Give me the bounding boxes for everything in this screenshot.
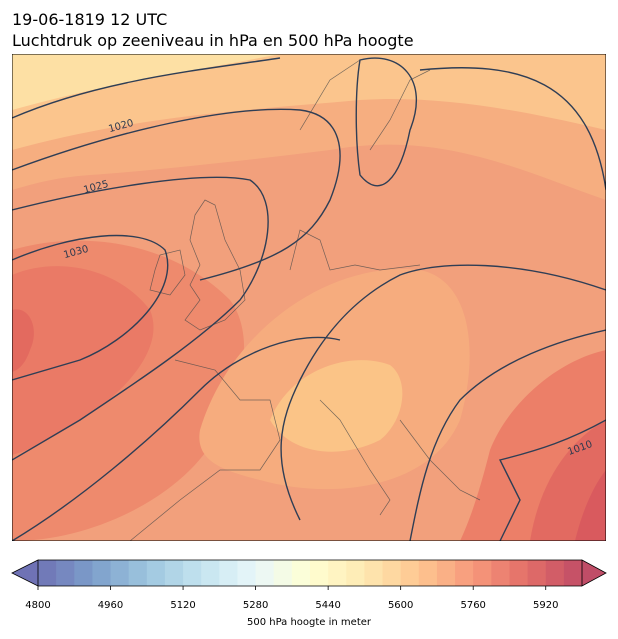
colorbar-segment bbox=[527, 560, 547, 586]
colorbar-segment bbox=[328, 560, 347, 586]
colorbar-segment bbox=[436, 560, 456, 586]
colorbar-segment bbox=[92, 560, 112, 586]
colorbar-segment bbox=[400, 560, 420, 586]
colorbar-segment bbox=[545, 560, 565, 586]
colorbar-arrow bbox=[581, 559, 607, 587]
colorbar-segment bbox=[237, 560, 257, 586]
colorbar-segment bbox=[38, 560, 57, 586]
colorbar-tick-label: 5120 bbox=[170, 600, 195, 611]
colorbar-segment bbox=[563, 560, 583, 586]
colorbar-segment bbox=[110, 560, 130, 586]
colorbar-segment bbox=[291, 560, 311, 586]
colorbar-tick-label: 5760 bbox=[460, 600, 485, 611]
colorbar-segment bbox=[364, 560, 384, 586]
colorbar-segment bbox=[56, 560, 75, 586]
colorbar-segment bbox=[128, 560, 148, 586]
colorbar-tick-label: 5280 bbox=[243, 600, 268, 611]
colorbar-tick-label: 4960 bbox=[98, 600, 123, 611]
colorbar-tick-label: 5920 bbox=[533, 600, 558, 611]
colorbar-segment bbox=[183, 560, 202, 586]
colorbar-tick-label: 4800 bbox=[25, 600, 50, 611]
title: 19-06-1819 12 UTC bbox=[12, 10, 167, 29]
colorbar-label: 500 hPa hoogte in meter bbox=[247, 617, 372, 628]
colorbar-tick-label: 5440 bbox=[315, 600, 340, 611]
colorbar-segment bbox=[273, 560, 293, 586]
colorbar-tick-label: 5600 bbox=[388, 600, 413, 611]
colorbar-segment bbox=[418, 560, 438, 586]
colorbar-segment bbox=[219, 560, 238, 586]
colorbar-outline bbox=[38, 559, 582, 587]
colorbar-segment bbox=[255, 560, 275, 586]
subtitle: Luchtdruk op zeeniveau in hPa en 500 hPa… bbox=[12, 31, 414, 50]
colorbar-segment bbox=[382, 560, 402, 586]
colorbar-segment bbox=[509, 560, 529, 586]
colorbar-arrow bbox=[11, 559, 39, 587]
colorbar-segment bbox=[455, 560, 474, 586]
colorbar-segment bbox=[164, 560, 184, 586]
map bbox=[12, 54, 606, 541]
colorbar-segment bbox=[146, 560, 166, 586]
colorbar-segment bbox=[473, 560, 492, 586]
colorbar-segment bbox=[74, 560, 93, 586]
colorbar-segment bbox=[346, 560, 365, 586]
colorbar-segment bbox=[491, 560, 510, 586]
colorbar-segment bbox=[310, 560, 329, 586]
colorbar-segment bbox=[201, 560, 220, 586]
colorbar: 4800 4960 5120 5280 5440 5600 5760 5920 bbox=[11, 559, 607, 611]
